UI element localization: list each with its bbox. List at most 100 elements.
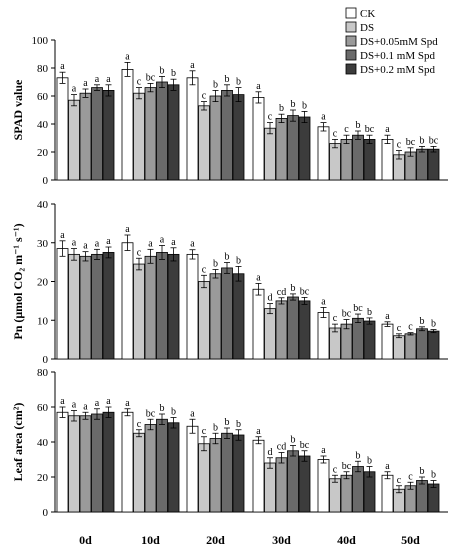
error-bar: [396, 333, 402, 339]
bar: [363, 138, 376, 181]
significance-letter: b: [213, 79, 218, 90]
bar: [209, 95, 222, 181]
error-bar: [159, 76, 165, 88]
significance-letter: b: [291, 283, 296, 294]
bar: [264, 462, 276, 513]
bar: [198, 281, 210, 360]
significance-letter: a: [95, 238, 100, 249]
bar: [144, 255, 157, 360]
y-tick-label: 30: [37, 238, 49, 250]
bar: [133, 263, 145, 360]
error-bar: [82, 411, 89, 420]
bar: [79, 415, 92, 513]
error-bar: [355, 460, 361, 473]
error-bar: [59, 406, 66, 418]
error-bar: [430, 145, 437, 153]
significance-letter: b: [225, 252, 230, 263]
bar: [68, 253, 80, 360]
bar: [167, 422, 180, 513]
bar: [287, 450, 299, 513]
legend: CK DS DS+0.05mM Spd DS+0.1 mM Spd DS+0.2 mM …: [345, 7, 438, 76]
x-tick-label: 50d: [401, 533, 420, 547]
bar: [404, 485, 417, 513]
error-bar: [419, 145, 425, 153]
bar: [252, 288, 265, 360]
bar: [381, 138, 394, 181]
error-bar: [255, 436, 262, 445]
bar: [427, 483, 440, 513]
bar: [287, 296, 299, 360]
error-bar: [278, 113, 285, 123]
significance-letter: a: [125, 398, 130, 409]
bar: [209, 273, 222, 360]
error-bar: [71, 248, 77, 261]
significance-letter: bc: [146, 72, 156, 83]
significance-letter: c: [333, 128, 338, 139]
bar: [363, 471, 376, 513]
error-bar: [278, 297, 285, 305]
error-bar: [430, 480, 437, 488]
bar: [133, 432, 145, 513]
error-bar: [320, 122, 327, 132]
error-bar: [301, 450, 308, 462]
bar: [275, 457, 288, 513]
significance-letter: b: [356, 120, 361, 131]
significance-letter: b: [291, 99, 296, 110]
bar: [252, 439, 265, 513]
significance-letter: a: [60, 61, 65, 72]
bar: [167, 84, 180, 181]
significance-letter: a: [125, 51, 130, 62]
significance-letter: b: [420, 135, 425, 146]
significance-letter: b: [356, 450, 361, 461]
significance-letter: b: [431, 470, 436, 481]
bar: [427, 148, 440, 181]
bar: [352, 466, 364, 513]
significance-letter: bc: [342, 308, 352, 319]
significance-letter: a: [83, 78, 88, 89]
bar: [102, 90, 115, 181]
error-bar: [224, 84, 230, 97]
significance-letter: a: [171, 237, 176, 248]
error-bar: [124, 234, 131, 251]
x-axis-category-labels: 0d 10d 20d 30d 40d 50d: [79, 533, 420, 547]
bar: [91, 413, 103, 513]
bar: [56, 248, 69, 360]
significance-letter: b: [236, 77, 241, 88]
significance-letter: bc: [300, 440, 310, 451]
significance-letter: b: [171, 68, 176, 79]
bar: [393, 335, 405, 360]
y-tick-label: 0: [43, 507, 49, 519]
error-bar: [136, 87, 142, 100]
bar: [287, 115, 299, 181]
error-bar: [278, 452, 285, 464]
y-tick-label: 40: [37, 199, 49, 211]
significance-letter: bc: [429, 135, 439, 146]
legend-item: DS+0.05mM Spd: [345, 35, 438, 48]
error-bar: [59, 71, 66, 84]
bar: [298, 455, 311, 513]
legend-swatch: [345, 7, 357, 19]
significance-letter: d: [268, 293, 273, 304]
error-bar: [170, 417, 177, 429]
bar: [156, 418, 168, 513]
bar: [317, 312, 330, 360]
error-bar: [105, 84, 112, 97]
x-tick-label: 10d: [141, 533, 160, 547]
significance-letter: c: [202, 264, 207, 275]
error-bar: [212, 269, 219, 279]
bar: [298, 116, 311, 181]
error-bar: [170, 78, 177, 91]
significance-letter: a: [60, 230, 65, 241]
significance-letter: a: [160, 234, 165, 245]
x-tick-label: 40d: [337, 533, 356, 547]
error-bar: [267, 303, 273, 315]
significance-letter: a: [256, 81, 261, 92]
bar: [186, 77, 199, 181]
bar: [416, 328, 428, 360]
significance-letter: a: [190, 408, 195, 419]
x-tick-label: 30d: [272, 533, 291, 547]
bar: [56, 411, 69, 513]
bar: [79, 255, 92, 360]
